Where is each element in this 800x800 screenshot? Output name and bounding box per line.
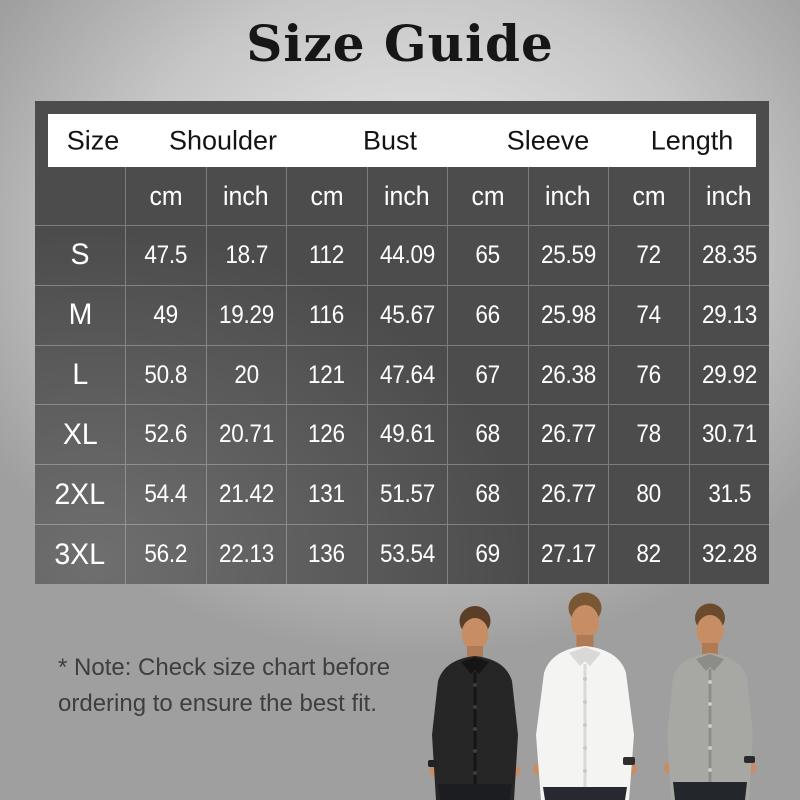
- value-cell: 20: [205, 344, 286, 405]
- note-line-1: * Note: Check size chart before: [58, 654, 391, 681]
- size-label-cell: 3XL: [35, 524, 125, 584]
- face: [696, 615, 724, 647]
- value-cell: 72: [608, 225, 689, 285]
- value-cell: 68: [447, 464, 528, 525]
- value-cell: 131: [286, 464, 367, 525]
- table-header-band: Size Shoulder Bust Sleeve Length: [48, 114, 756, 167]
- value-cell: 52.6: [125, 404, 206, 465]
- pants: [673, 782, 747, 800]
- size-chart-table: Size Shoulder Bust Sleeve Length cm inch…: [35, 101, 769, 584]
- value-cell: 80: [608, 464, 689, 525]
- size-label-cell: L: [35, 344, 125, 405]
- unit-cell: inch: [205, 167, 287, 225]
- watch: [623, 757, 635, 765]
- face: [461, 618, 489, 650]
- value-cell: 32.28: [688, 524, 769, 584]
- value-cell: 66: [447, 284, 528, 345]
- column-group-bust: Bust: [362, 125, 418, 155]
- value-cell: 21.42: [205, 464, 286, 525]
- pants: [543, 787, 627, 800]
- value-cell: 26.38: [527, 344, 608, 405]
- value-cell: 25.98: [527, 284, 608, 345]
- note-line-2: ordering to ensure the best fit.: [58, 690, 377, 717]
- value-cell: 31.5: [688, 464, 769, 525]
- unit-cell: inch: [688, 167, 770, 225]
- neck: [576, 635, 594, 649]
- neck: [467, 646, 483, 659]
- watch: [428, 760, 439, 767]
- neck: [702, 643, 718, 656]
- corner-cell: [35, 167, 125, 225]
- collar: [461, 657, 489, 674]
- size-label-cell: XL: [35, 404, 125, 464]
- unit-cell: inch: [366, 167, 448, 225]
- unit-cell: cm: [286, 167, 367, 225]
- column-group-size: Size: [66, 125, 120, 155]
- model-black-shirt: [428, 606, 521, 800]
- column-group-shoulder: Shoulder: [168, 125, 278, 155]
- value-cell: 51.57: [366, 464, 447, 525]
- unit-cell: inch: [527, 167, 609, 225]
- pants: [438, 784, 512, 800]
- value-cell: 69: [447, 524, 528, 584]
- model-white-shirt: [533, 592, 637, 800]
- value-cell: 26.77: [527, 404, 608, 465]
- table-grid: cm inch cm inch cm inch cm inch S 47.5 1…: [35, 167, 769, 584]
- watch: [744, 756, 755, 763]
- page-title: Size Guide: [246, 14, 554, 73]
- value-cell: 45.67: [366, 284, 447, 345]
- value-cell: 121: [286, 344, 367, 405]
- value-cell: 67: [447, 344, 528, 405]
- value-cell: 22.13: [205, 524, 286, 584]
- value-cell: 126: [286, 404, 367, 465]
- value-cell: 54.4: [125, 464, 206, 525]
- value-cell: 29.92: [688, 344, 769, 405]
- value-cell: 53.54: [366, 524, 447, 584]
- value-cell: 65: [447, 225, 528, 285]
- value-cell: 68: [447, 404, 528, 465]
- value-cell: 27.17: [527, 524, 608, 584]
- unit-cell: cm: [125, 167, 206, 225]
- value-cell: 74: [608, 284, 689, 345]
- column-group-length: Length: [650, 125, 734, 155]
- value-cell: 44.09: [366, 225, 447, 285]
- model-gray-shirt: [663, 603, 757, 800]
- value-cell: 136: [286, 524, 367, 584]
- value-cell: 19.29: [205, 284, 286, 345]
- value-cell: 30.71: [688, 404, 769, 465]
- size-note: * Note: Check size chart before ordering…: [58, 650, 438, 722]
- buttons: [583, 677, 587, 773]
- buttons: [473, 683, 477, 775]
- collar: [569, 647, 601, 666]
- collar: [696, 654, 724, 671]
- unit-cell: cm: [608, 167, 689, 225]
- value-cell: 56.2: [125, 524, 206, 584]
- value-cell: 47.64: [366, 344, 447, 405]
- value-cell: 50.8: [125, 344, 206, 405]
- models-photo: [428, 592, 757, 800]
- value-cell: 25.59: [527, 225, 608, 285]
- face: [571, 605, 599, 639]
- value-cell: 29.13: [688, 284, 769, 345]
- value-cell: 78: [608, 404, 689, 465]
- value-cell: 82: [608, 524, 689, 584]
- column-group-sleeve: Sleeve: [506, 125, 590, 155]
- unit-cell: cm: [447, 167, 528, 225]
- value-cell: 28.35: [688, 225, 769, 285]
- value-cell: 76: [608, 344, 689, 405]
- size-label-cell: M: [35, 284, 125, 345]
- value-cell: 116: [286, 284, 367, 345]
- value-cell: 47.5: [125, 225, 206, 285]
- value-cell: 49: [125, 284, 206, 345]
- buttons: [708, 680, 712, 772]
- size-label-cell: S: [35, 225, 125, 285]
- value-cell: 112: [286, 225, 367, 285]
- value-cell: 49.61: [366, 404, 447, 465]
- value-cell: 26.77: [527, 464, 608, 525]
- value-cell: 18.7: [205, 225, 286, 285]
- size-label-cell: 2XL: [35, 464, 125, 524]
- value-cell: 20.71: [205, 404, 286, 465]
